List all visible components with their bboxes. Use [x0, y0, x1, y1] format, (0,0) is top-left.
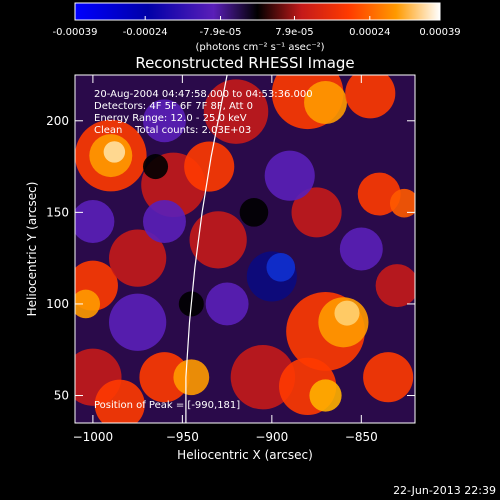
y-tick-label: 100 [46, 297, 69, 311]
chart-title: Reconstructed RHESSI Image [135, 54, 354, 72]
annotation-block: 20-Aug-2004 04:47:58.000 to 04:53:36.000… [94, 89, 313, 136]
colorbar-tick-label: 7.9e-05 [275, 27, 313, 38]
solar-limb-curve [185, 75, 228, 423]
colorbar: -0.00039 -0.00024 -7.9e-05 7.9e-05 0.00024 0.… [53, 2, 461, 53]
x-tick-label: −900 [255, 430, 288, 444]
colorbar-gradient [74, 2, 441, 21]
annotation-energy-range: Energy Range: 12.0 - 25.0 keV [94, 113, 247, 124]
heatmap-image [75, 75, 415, 423]
annotation-detectors: Detectors: 4F 5F 6F 7F 8F, Att 0 [94, 101, 253, 112]
x-tick-label: −950 [166, 430, 199, 444]
y-tick-label: 150 [46, 205, 69, 219]
colorbar-tick-label: 0.00039 [419, 27, 460, 38]
peak-position-label: Position of Peak = [-990,181] [94, 400, 240, 411]
y-tick-label: 200 [46, 114, 69, 128]
colorbar-unit-label: (photons cm⁻² s⁻¹ asec⁻²) [195, 42, 324, 53]
colorbar-tick-label: -0.00039 [53, 27, 98, 38]
plot-area: −1000 −950 −900 −850 50 100 150 200 [46, 74, 416, 444]
axis-ticks: −1000 −950 −900 −850 50 100 150 200 [46, 75, 415, 444]
colorbar-tick-label: -0.00024 [123, 27, 168, 38]
plot-border [74, 74, 416, 424]
x-tick-label: −1000 [73, 430, 114, 444]
colorbar-ticks: -0.00039 -0.00024 -7.9e-05 7.9e-05 0.00024 0.… [53, 16, 461, 38]
y-tick-label: 50 [54, 389, 69, 403]
colorbar-tick-label: -7.9e-05 [200, 27, 242, 38]
annotation-total-counts: Clean Total counts: 2.03E+03 [94, 125, 251, 136]
x-axis-label: Heliocentric X (arcsec) [177, 448, 313, 462]
footer-date: 22-Jun-2013 22:39 [393, 484, 496, 497]
y-axis-label: Heliocentric Y (arcsec) [25, 182, 39, 317]
x-tick-label: −850 [345, 430, 378, 444]
annotation-time-range: 20-Aug-2004 04:47:58.000 to 04:53:36.000 [94, 89, 313, 100]
colorbar-tick-label: 0.00024 [349, 27, 390, 38]
